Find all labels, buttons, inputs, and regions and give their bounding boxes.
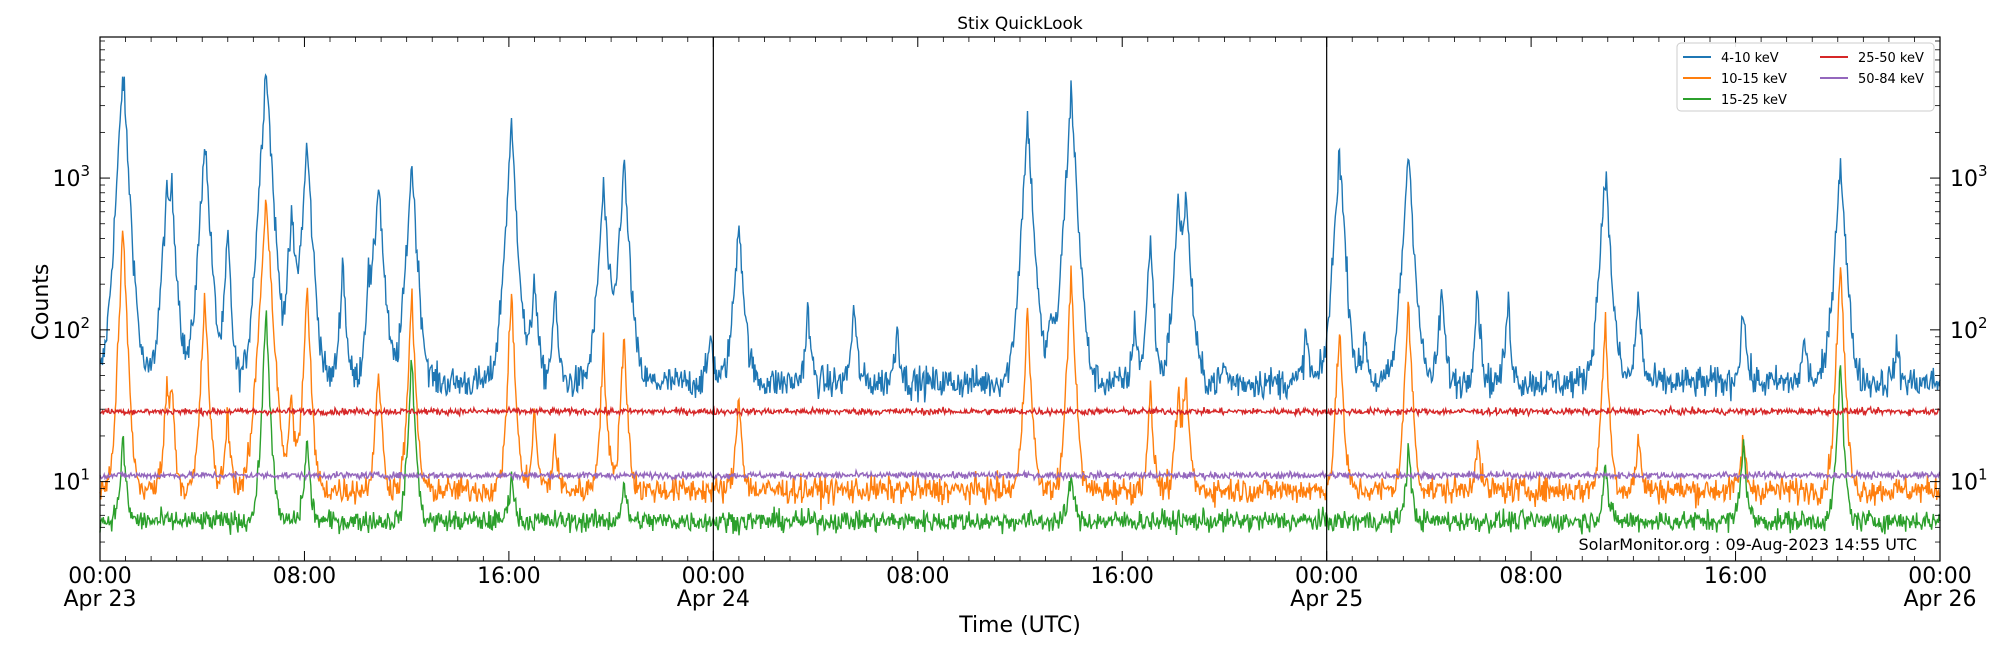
chart-title: Stix QuickLook	[957, 14, 1083, 34]
y-tick-label-right-0: 101	[1950, 466, 1988, 496]
x-tick-time-5: 16:00	[1091, 564, 1154, 589]
legend-box	[1676, 42, 1935, 112]
legend-label-1: 10-15 keV	[1721, 72, 1787, 87]
series-line-1	[99, 199, 1941, 511]
series-layer	[99, 73, 1941, 536]
y-tick-label-right-2: 103	[1950, 162, 1988, 192]
y-tick-label-left-0: 101	[52, 466, 90, 496]
legend-label-4: 50-84 keV	[1858, 72, 1924, 87]
solarmonitor-annotation: SolarMonitor.org : 09-Aug-2023 14:55 UTC	[1578, 535, 1917, 554]
legend-label-3: 25-50 keV	[1858, 51, 1924, 66]
legend: 4-10 keV 10-15 keV 15-25 keV 25-50 keV 50-84…	[1676, 42, 1935, 112]
series-line-2	[99, 310, 1941, 536]
x-tick-time-1: 08:00	[273, 564, 336, 589]
day-boundaries	[712, 37, 1328, 561]
legend-label-2: 15-25 keV	[1721, 93, 1787, 108]
series-line-0	[99, 73, 1941, 403]
x-axis-label: Time (UTC)	[958, 613, 1081, 638]
x-tick-time-2: 16:00	[477, 564, 540, 589]
y-tick-label-left-2: 103	[52, 162, 90, 192]
x-tick-date-3: Apr 24	[677, 587, 750, 612]
x-tick-time-6: 00:00	[1295, 564, 1358, 589]
y-axis-label: Counts	[29, 264, 54, 341]
x-tick-time-4: 08:00	[886, 564, 949, 589]
x-tick-date-6: Apr 25	[1290, 587, 1363, 612]
x-tick-date-9: Apr 26	[1903, 587, 1976, 612]
x-tick-time-8: 16:00	[1704, 564, 1767, 589]
y-tick-label-right-1: 102	[1950, 314, 1988, 344]
y-tick-label-left-1: 102	[52, 314, 90, 344]
x-tick-time-0: 00:00	[68, 564, 131, 589]
x-tick-time-3: 00:00	[682, 564, 745, 589]
x-tick-time-9: 00:00	[1908, 564, 1971, 589]
legend-label-0: 4-10 keV	[1721, 51, 1779, 66]
series-line-4	[99, 468, 1941, 483]
x-tick-time-7: 08:00	[1499, 564, 1562, 589]
x-tick-date-0: Apr 23	[63, 587, 136, 612]
series-line-3	[99, 404, 1940, 418]
